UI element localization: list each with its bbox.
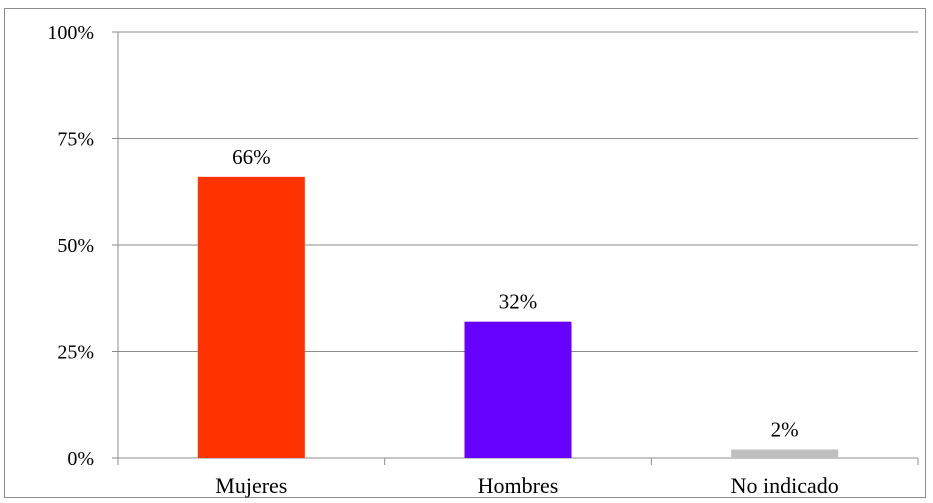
data-label: 32% (499, 290, 538, 314)
data-label: 66% (232, 145, 271, 169)
y-tick-label: 25% (57, 342, 94, 364)
bar (464, 321, 572, 458)
category-label: Hombres (478, 473, 559, 498)
y-tick-label: 100% (47, 22, 94, 44)
category-label: No indicado (731, 473, 839, 498)
data-label: 2% (771, 417, 799, 441)
labels: 0% 25% 50% 75% 100% 66% Mujeres 32% Hombres 2% No … (47, 22, 838, 498)
category-label: Mujeres (215, 473, 287, 498)
bars (197, 176, 839, 458)
bar (731, 449, 839, 458)
y-tick-label: 75% (57, 129, 94, 151)
y-tick-label: 50% (57, 235, 94, 257)
y-tick-label: 0% (67, 448, 94, 470)
bar (197, 176, 305, 458)
